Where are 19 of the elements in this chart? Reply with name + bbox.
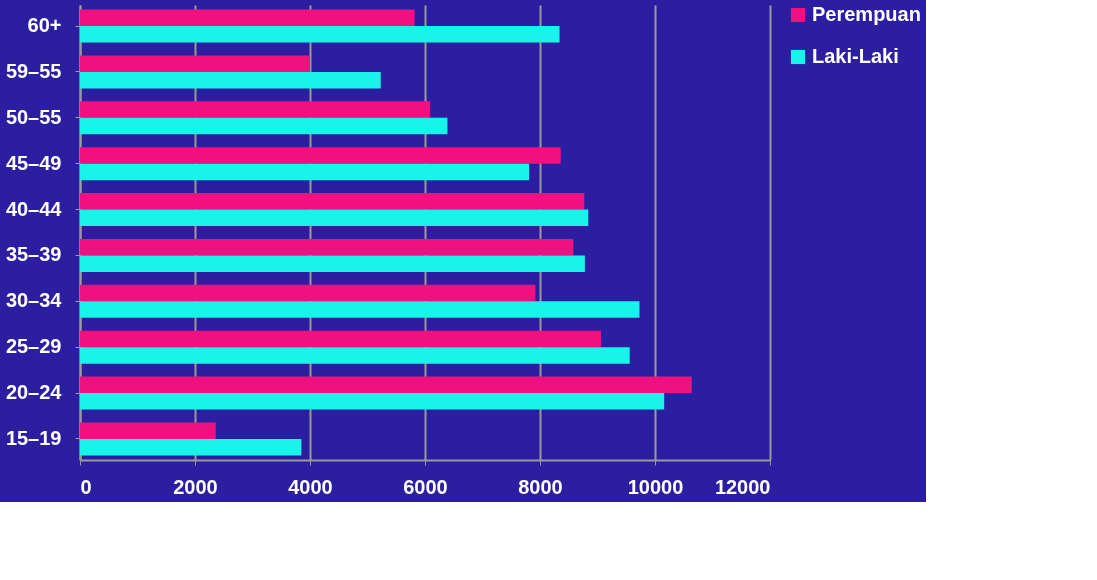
x-tick-label: 4000	[288, 475, 333, 498]
y-tick-label: 25–29	[5, 335, 62, 358]
legend-label: Perempuan	[812, 3, 921, 25]
y-tick-label: 45–49	[5, 151, 62, 174]
x-tick-label: 6000	[403, 475, 448, 498]
x-tick-label: 0	[80, 475, 92, 498]
x-tick-label: 8000	[518, 475, 563, 498]
y-tick-label: 35–39	[5, 243, 62, 266]
x-tick-label: 10000	[627, 475, 684, 498]
y-tick-label: 15–19	[5, 426, 62, 449]
legend-label: Laki-Laki	[812, 45, 899, 67]
x-tick-label: 12000	[714, 475, 771, 498]
y-tick-label: 20–24	[5, 381, 63, 404]
y-tick-label: 59–55	[5, 59, 62, 82]
y-tick-label: 30–34	[5, 289, 63, 312]
y-tick-label: 60+	[27, 14, 62, 37]
y-tick-label: 50–55	[5, 105, 62, 128]
y-tick-label: 40–44	[5, 197, 63, 220]
x-tick-label: 2000	[173, 475, 218, 498]
